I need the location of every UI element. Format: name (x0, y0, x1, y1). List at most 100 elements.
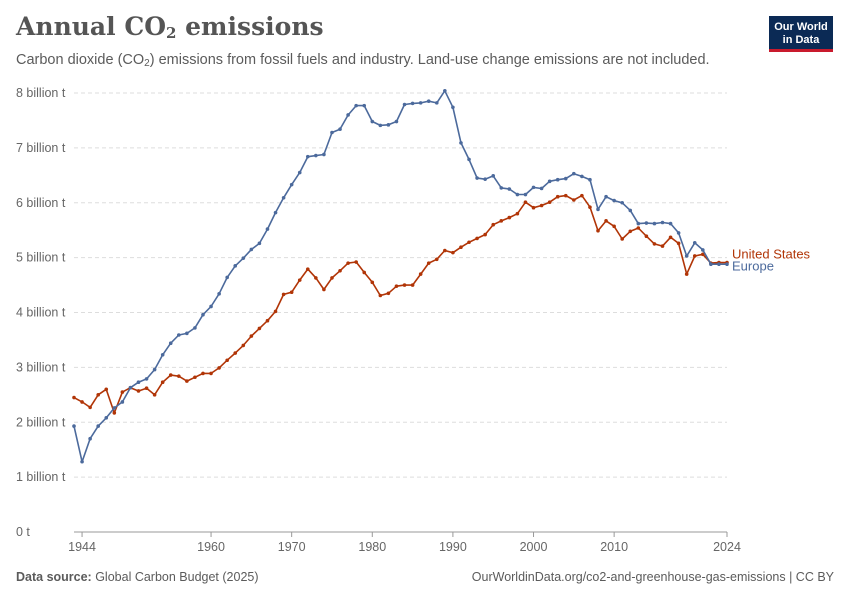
data-point[interactable] (185, 331, 189, 336)
data-point[interactable] (168, 373, 173, 377)
data-point[interactable] (652, 242, 657, 246)
data-point[interactable] (725, 262, 729, 267)
data-point[interactable] (426, 99, 431, 104)
data-point[interactable] (346, 261, 350, 265)
data-point[interactable] (144, 386, 149, 391)
data-point[interactable] (265, 318, 270, 323)
data-point[interactable] (185, 379, 189, 383)
data-point[interactable] (644, 221, 649, 225)
data-point[interactable] (402, 283, 407, 287)
data-point[interactable] (555, 177, 560, 182)
data-point[interactable] (314, 153, 318, 158)
data-point[interactable] (531, 185, 536, 190)
data-point[interactable] (692, 254, 697, 258)
data-point[interactable] (136, 380, 141, 384)
data-point[interactable] (652, 221, 657, 226)
data-point[interactable] (467, 240, 471, 245)
data-point[interactable] (539, 203, 544, 208)
data-point[interactable] (209, 304, 213, 309)
data-point[interactable] (523, 200, 528, 205)
data-point[interactable] (709, 262, 713, 267)
data-point[interactable] (459, 245, 463, 249)
data-point[interactable] (201, 371, 205, 376)
data-point[interactable] (136, 389, 141, 393)
data-point[interactable] (394, 284, 399, 288)
data-point[interactable] (402, 102, 407, 107)
data-point[interactable] (370, 280, 375, 285)
data-point[interactable] (701, 252, 705, 257)
data-point[interactable] (580, 174, 584, 179)
data-point[interactable] (443, 89, 447, 93)
data-point[interactable] (628, 208, 633, 213)
data-point[interactable] (338, 127, 342, 132)
data-point[interactable] (612, 198, 616, 203)
data-point[interactable] (580, 193, 584, 198)
data-point[interactable] (330, 276, 334, 280)
data-point[interactable] (160, 380, 165, 384)
data-point[interactable] (225, 275, 229, 280)
data-point[interactable] (249, 247, 254, 252)
data-point[interactable] (217, 366, 221, 370)
data-point[interactable] (289, 182, 294, 187)
data-point[interactable] (233, 351, 238, 355)
data-point[interactable] (346, 113, 350, 117)
data-point[interactable] (410, 101, 415, 106)
data-point[interactable] (491, 222, 496, 227)
data-point[interactable] (88, 436, 92, 441)
data-point[interactable] (72, 395, 76, 400)
data-point[interactable] (338, 268, 342, 273)
data-point[interactable] (112, 406, 117, 410)
data-point[interactable] (547, 179, 552, 184)
data-point[interactable] (354, 260, 358, 264)
data-point[interactable] (426, 261, 431, 265)
data-point[interactable] (168, 341, 173, 346)
data-point[interactable] (297, 170, 302, 175)
data-point[interactable] (177, 333, 181, 337)
data-point[interactable] (451, 250, 455, 255)
data-point[interactable] (193, 326, 197, 330)
data-point[interactable] (676, 231, 681, 235)
data-point[interactable] (475, 176, 479, 180)
data-point[interactable] (362, 103, 367, 108)
data-point[interactable] (418, 272, 423, 276)
series-line-united-states[interactable] (73, 194, 727, 414)
data-point[interactable] (225, 358, 229, 363)
data-point[interactable] (394, 119, 399, 124)
data-point[interactable] (507, 187, 512, 191)
data-point[interactable] (604, 219, 608, 223)
data-point[interactable] (297, 278, 302, 282)
data-point[interactable] (588, 177, 592, 182)
data-point[interactable] (378, 293, 383, 298)
data-point[interactable] (676, 241, 681, 246)
data-point[interactable] (128, 385, 133, 390)
data-point[interactable] (692, 241, 697, 245)
data-point[interactable] (596, 207, 600, 212)
data-point[interactable] (451, 105, 455, 110)
data-point[interactable] (515, 192, 520, 197)
data-point[interactable] (491, 174, 496, 178)
data-point[interactable] (241, 343, 246, 348)
data-point[interactable] (443, 248, 447, 253)
series-line-europe[interactable] (73, 90, 727, 463)
data-point[interactable] (572, 198, 576, 202)
owid-logo[interactable]: Our World in Data (769, 16, 833, 52)
data-point[interactable] (507, 215, 512, 220)
data-point[interactable] (459, 141, 463, 145)
data-point[interactable] (257, 241, 262, 246)
data-point[interactable] (354, 103, 358, 108)
data-point[interactable] (257, 326, 262, 331)
data-point[interactable] (80, 459, 84, 464)
data-point[interactable] (96, 424, 100, 428)
data-point[interactable] (378, 123, 383, 128)
data-point[interactable] (96, 393, 100, 397)
data-point[interactable] (572, 171, 576, 176)
data-point[interactable] (289, 290, 294, 294)
data-point[interactable] (604, 194, 608, 199)
data-point[interactable] (370, 119, 375, 124)
data-point[interactable] (233, 264, 238, 268)
legend-label[interactable]: Europe (732, 259, 774, 274)
data-point[interactable] (499, 186, 504, 190)
data-point[interactable] (305, 154, 310, 159)
data-point[interactable] (104, 416, 109, 420)
data-point[interactable] (620, 200, 624, 205)
